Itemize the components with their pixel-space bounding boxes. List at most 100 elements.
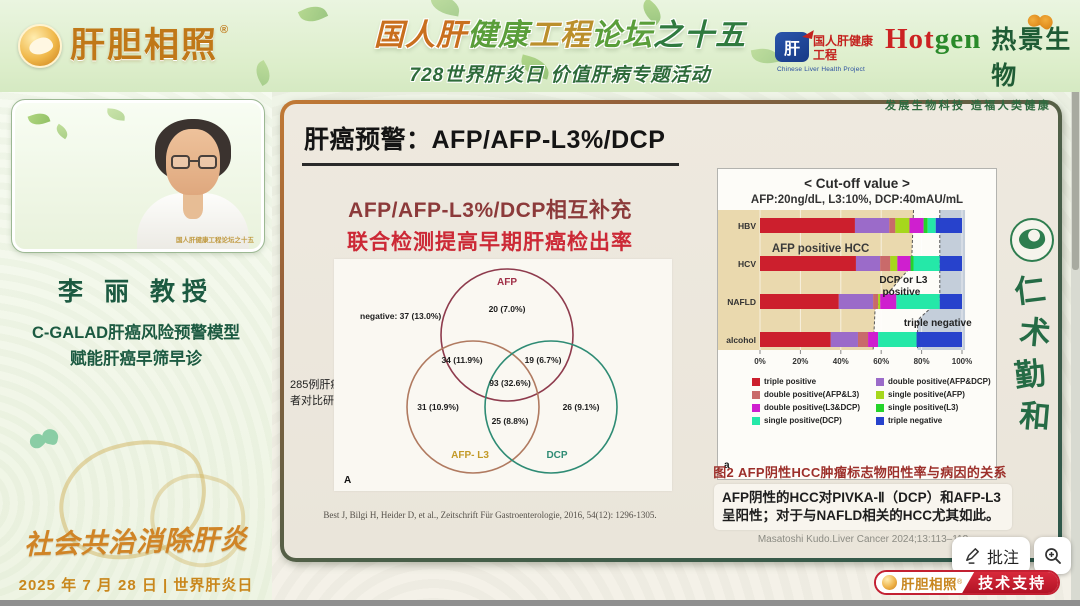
svg-text:triple negative: triple negative — [904, 318, 972, 329]
legend-item: triple positive — [752, 377, 860, 386]
scrollbar-thumb[interactable] — [1072, 60, 1079, 270]
stacked-bar-chart: HBV HCV NAFLD alcohol 0% 20% 40% 60% 80% 100% AFP … — [718, 209, 972, 366]
svg-text:60%: 60% — [873, 357, 889, 366]
note-line2: 呈阳性；对于与NAFLD相关的HCC尤其如此。 — [722, 508, 1000, 524]
pen-icon — [966, 548, 979, 564]
clhp-logo-icon: 肝 — [775, 32, 809, 62]
speaker-video[interactable]: 国人肝健康工程论坛之十五 — [11, 99, 265, 253]
svg-text:DCP: DCP — [546, 450, 567, 461]
svg-text:31 (10.9%): 31 (10.9%) — [417, 402, 459, 412]
svg-text:DCP or L3: DCP or L3 — [879, 275, 928, 286]
slide-title: 肝癌预警：AFP/AFP-L3%/DCP — [302, 120, 680, 166]
talk-title-line2: 赋能肝癌早筛早诊 — [70, 350, 202, 369]
svg-text:34 (11.9%): 34 (11.9%) — [441, 355, 482, 365]
venn-citation: Best J, Bilgi H, Heider D, et al., Zeits… — [323, 510, 657, 520]
brand-name: 肝胆相照 — [70, 26, 219, 65]
brand-coin-icon — [882, 575, 897, 590]
svg-text:NAFLD: NAFLD — [727, 297, 756, 307]
slide-frame: 肝癌预警：AFP/AFP-L3%/DCP AFP/AFP-L3%/DCP相互补充… — [280, 100, 1062, 562]
svg-text:AFP positive HCC: AFP positive HCC — [772, 243, 870, 255]
magnifier-plus-icon — [1044, 547, 1061, 564]
hotgen-wordmark-hot: Hot — [885, 23, 935, 55]
venn-panel: AFP AFP- L3 DCP negative: 37 (13.0%) 20 (7.0… — [334, 259, 672, 491]
hotgen-cn-name: 热景生物 — [991, 26, 1073, 90]
chart-title: < Cut-off value > — [804, 176, 910, 191]
svg-text:40%: 40% — [833, 357, 849, 366]
speaker-sidebar: 国人肝健康工程论坛之十五 李 丽 教授 C-GALAD肝癌风险预警模型 赋能肝癌… — [0, 92, 272, 606]
svg-text:HCV: HCV — [738, 259, 756, 269]
forum-title-block: 国人肝健康工程论坛之十五 728世界肝炎日 价值肝病专题活动 — [340, 10, 780, 87]
leaf-icon — [53, 123, 71, 140]
venn-chart: AFP AFP- L3 DCP negative: 37 (13.0%) 20 (7.0… — [344, 268, 618, 486]
chart-legend: triple positive double positive(AFP&L3) do… — [752, 377, 991, 425]
svg-text:100%: 100% — [952, 357, 972, 366]
leaf-icon — [27, 109, 51, 129]
svg-text:93 (32.6%): 93 (32.6%) — [489, 378, 531, 388]
conclusion-note: AFP阴性的HCC对PIVKA-Ⅱ（DCP）和AFP-L3 呈阳性；对于与NAF… — [714, 484, 1012, 530]
svg-text:20%: 20% — [792, 357, 808, 366]
seal-motto: 仁术勤和 — [1012, 271, 1052, 436]
annotate-label: 批注 — [986, 549, 1019, 567]
svg-text:negative: 37 (13.0%): negative: 37 (13.0%) — [360, 311, 441, 321]
cutoff-chart-panel: < Cut-off value > AFP:20ng/dL, L3:10%, D… — [717, 168, 997, 480]
leaf-icon — [251, 59, 275, 87]
slide-headline-2: 联合检测提高早期肝癌检出率 — [347, 231, 633, 254]
zoom-in-button[interactable] — [1034, 537, 1071, 574]
legend-item: double positive(L3&DCP) — [752, 403, 860, 412]
legend-item: single positive(AFP) — [876, 390, 991, 399]
chart-subtitle: AFP:20ng/dL, L3:10%, DCP:40mAU/mL — [750, 194, 964, 206]
chart-panel-marker: a — [724, 460, 730, 471]
butterfly-icon — [26, 427, 61, 458]
presentation-stage: 肝癌预警：AFP/AFP-L3%/DCP AFP/AFP-L3%/DCP相互补充… — [272, 92, 1080, 606]
slide-headline-1: AFP/AFP-L3%/DCP相互补充 — [348, 199, 632, 222]
clhp-name: 国人肝健康工程 — [813, 34, 874, 62]
svg-text:A: A — [344, 475, 351, 486]
clhp-subtitle: Chinese Liver Health Project — [777, 66, 865, 73]
legend-item: triple negative — [876, 416, 991, 425]
talk-title-line1: C-GALAD肝癌风险预警模型 — [31, 324, 241, 342]
tech-support-badge[interactable]: 肝胆相照 ® 技术支持 — [874, 570, 1061, 595]
annotate-button[interactable]: 批注 — [952, 537, 1030, 574]
speaker-name: 李 丽 教授 — [58, 278, 214, 306]
hospital-seal-icon — [1010, 218, 1054, 262]
legend-item: double positive(AFP&L3) — [752, 390, 860, 399]
campaign-slogan: 社会共治消除肝炎 — [23, 524, 249, 560]
player-bottom-edge — [0, 600, 1080, 606]
svg-text:HBV: HBV — [738, 221, 756, 231]
avatar-glasses — [171, 155, 217, 170]
figure-caption: 图2 AFP阴性HCC肿瘤标志物阳性率与病因的关系 — [713, 465, 1007, 480]
event-header: 肝胆相照 ® 国人肝健康工程论坛之十五 728世界肝炎日 价值肝病专题活动 肝 … — [0, 0, 1080, 112]
speaker-avatar — [133, 119, 253, 249]
hotgen-slogan: 发展生物科技 造福人类健康 — [885, 100, 1052, 112]
forum-subtitle: 728世界肝炎日 价值肝病专题活动 — [409, 65, 711, 86]
hotgen-wordmark-gen: gen — [934, 23, 982, 55]
video-watermark: 国人肝健康工程论坛之十五 — [176, 237, 254, 244]
avatar-face — [166, 129, 220, 195]
brand-logo: 肝胆相照 ® — [18, 24, 228, 68]
forum-title: 国人肝健康工程论坛之十五 — [374, 19, 746, 52]
svg-text:19 (6.7%): 19 (6.7%) — [525, 355, 562, 365]
legend-item: single positive(L3) — [876, 403, 991, 412]
svg-text:0%: 0% — [754, 357, 766, 366]
badge-registered-mark: ® — [957, 579, 963, 586]
slide: 肝癌预警：AFP/AFP-L3%/DCP AFP/AFP-L3%/DCP相互补充… — [284, 104, 1058, 558]
note-line1: AFP阴性的HCC对PIVKA-Ⅱ（DCP）和AFP-L3 — [722, 490, 1001, 505]
svg-text:25 (8.8%): 25 (8.8%) — [492, 416, 529, 426]
speaker-talk-title: C-GALAD肝癌风险预警模型 赋能肝癌早筛早诊 — [0, 320, 272, 373]
badge-support-label: 技术支持 — [962, 572, 1059, 593]
svg-text:AFP- L3: AFP- L3 — [451, 450, 489, 461]
badge-brand: 肝胆相照 — [901, 576, 957, 592]
brand-coin-icon — [18, 24, 62, 68]
svg-text:20 (7.0%): 20 (7.0%) — [489, 304, 526, 314]
svg-text:positive: positive — [883, 287, 921, 298]
svg-text:alcohol: alcohol — [726, 335, 756, 345]
legend-item: double positive(AFP&DCP) — [876, 377, 991, 386]
leaf-icon — [106, 108, 126, 121]
scrollbar[interactable] — [1071, 92, 1080, 606]
avatar-shirt — [137, 193, 249, 249]
svg-text:AFP: AFP — [497, 277, 517, 288]
partner-logos: 肝 国人肝健康工程 Chinese Liver Health Project H… — [775, 12, 1075, 112]
legend-item: single positive(DCP) — [752, 416, 860, 425]
kudo-citation: Masatoshi Kudo.Liver Cancer 2024;13:113–… — [757, 534, 969, 545]
